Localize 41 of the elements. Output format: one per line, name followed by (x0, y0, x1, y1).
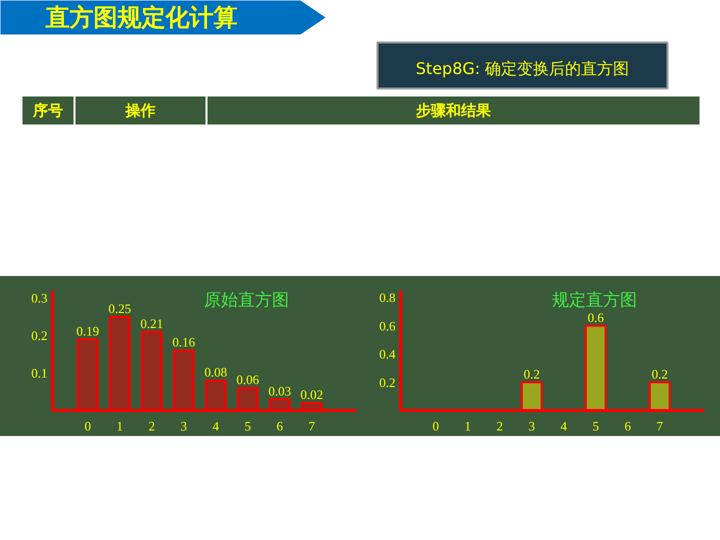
x-tick-label: 2 (496, 418, 503, 434)
data-label: 0.16 (172, 334, 196, 350)
x-tick-label: 5 (244, 418, 251, 434)
text: 直方图规定化计算 (44, 4, 238, 32)
x-tick-label: 4 (212, 418, 220, 434)
data-label: 0.25 (108, 300, 132, 316)
data-label: 0.2 (652, 366, 668, 382)
x-tick-label: 1 (464, 418, 471, 434)
y-tick-label: 0.1 (31, 366, 48, 380)
y-tick-label: 0.4 (379, 346, 396, 362)
x-tick-label: 7 (656, 418, 664, 434)
data-label: 0.2 (524, 366, 540, 382)
y-tick-label: 0.3 (31, 290, 48, 306)
text: 步骤和结果 (415, 102, 492, 120)
data-label: 0.08 (204, 364, 228, 380)
x-tick-label: 7 (308, 418, 316, 434)
x-tick-label: 0 (432, 418, 439, 434)
y-tick-label: 0.8 (379, 290, 396, 306)
data-label: 0.03 (268, 383, 292, 398)
x-tick-label: 1 (116, 418, 123, 434)
x-tick-label: 5 (592, 418, 599, 434)
text: 操作 (124, 102, 156, 120)
x-tick-label: 3 (528, 418, 535, 434)
data-label: 0.6 (588, 310, 604, 325)
x-tick-label: 4 (560, 418, 568, 434)
x-tick-label: 2 (148, 418, 155, 434)
text: Step8G: 确定变换后的直方图 (416, 59, 630, 78)
data-label: 0.02 (300, 387, 324, 402)
data-label: 0.06 (236, 372, 260, 387)
y-tick-label: 0.2 (31, 328, 48, 343)
x-tick-label: 6 (624, 418, 632, 434)
data-label: 0.21 (140, 316, 164, 331)
chart-title: 规定直方图 (552, 290, 637, 310)
x-tick-label: 3 (180, 418, 187, 434)
x-tick-label: 6 (276, 418, 284, 434)
y-tick-label: 0.6 (379, 318, 396, 334)
data-label: 0.19 (76, 323, 100, 338)
x-tick-label: 0 (84, 418, 91, 434)
chart-title: 原始直方图 (204, 290, 289, 310)
y-tick-label: 0.2 (379, 374, 396, 390)
text: 序号 (32, 102, 63, 120)
